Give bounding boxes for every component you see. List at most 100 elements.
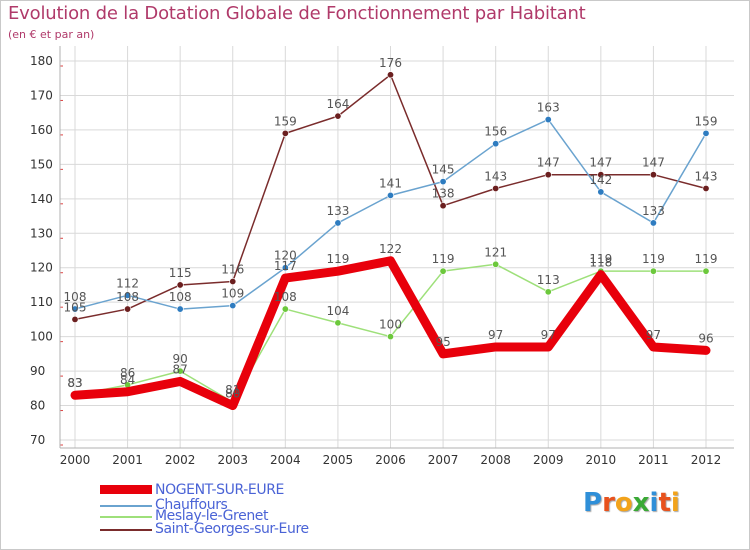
x-tick-label: 2001	[112, 453, 143, 467]
x-tick-label: 2007	[428, 453, 459, 467]
series-meslay-point	[334, 319, 342, 327]
legend-label-nogent: NOGENT-SUR-EURE	[155, 482, 284, 498]
legend-label-saint-georges: Saint-Georges-sur-Eure	[155, 521, 309, 537]
series-nogent-data-label: 84	[120, 373, 135, 387]
x-tick-label: 2006	[375, 453, 406, 467]
y-tick-label: 70	[30, 433, 45, 447]
logo-letter: t	[658, 488, 671, 518]
series-meslay-data-label: 104	[326, 304, 349, 318]
y-tick-label: 140	[30, 192, 53, 206]
series-meslay-point	[386, 333, 394, 341]
legend-label-meslay: Meslay-le-Grenet	[155, 508, 269, 524]
x-tick-label: 2000	[60, 453, 91, 467]
series-saint-georges-data-label: 116	[221, 263, 244, 277]
series-saint-georges-point	[71, 315, 79, 323]
x-tick-label: 2012	[691, 453, 722, 467]
proxiti-logo: Proxiti	[583, 488, 680, 518]
series-meslay-data-label: 83	[67, 376, 82, 390]
series-saint-georges-point	[229, 278, 237, 286]
x-tick-label: 2003	[217, 453, 248, 467]
y-tick-label: 110	[30, 295, 53, 309]
series-saint-georges-point	[281, 129, 289, 137]
series-chauffours-point	[492, 140, 500, 148]
series-meslay-point	[176, 367, 184, 375]
series-saint-georges-point	[334, 112, 342, 120]
y-tick-label: 160	[30, 123, 53, 137]
series-meslay-data-label: 113	[537, 273, 560, 287]
logo-letter: r	[602, 488, 615, 518]
series-nogent-point	[281, 274, 290, 283]
y-tick-label: 100	[30, 330, 53, 344]
series-meslay-data-label: 81	[225, 383, 240, 397]
x-tick-label: 2002	[165, 453, 196, 467]
series-chauffours-data-label: 159	[695, 114, 718, 128]
series-nogent-point	[228, 401, 237, 410]
legend-swatch-meslay	[100, 516, 152, 518]
series-chauffours-data-label: 156	[484, 125, 507, 139]
series-chauffours-data-label: 108	[169, 290, 192, 304]
x-tick-label: 2009	[533, 453, 564, 467]
chart-subtitle: (en € et par an)	[8, 28, 95, 41]
series-meslay-data-label: 119	[695, 252, 718, 266]
axis-layer: 70 80 90 100 110 120 130 140 150 160 170 180 2000 200…	[30, 46, 734, 467]
series-layer	[70, 71, 711, 411]
series-nogent-point	[176, 377, 185, 386]
series-meslay-data-label: 119	[589, 252, 612, 266]
series-meslay-point	[492, 260, 500, 268]
series-chauffours-data-label: 108	[64, 290, 87, 304]
series-saint-georges-data-label: 143	[484, 169, 507, 183]
series-meslay-point	[544, 288, 552, 296]
series-saint-georges-data-label: 164	[326, 97, 349, 111]
y-tick-label: 80	[30, 399, 45, 413]
x-tick-label: 2011	[638, 453, 669, 467]
series-nogent-point	[71, 391, 79, 400]
series-chauffours-point	[229, 302, 237, 310]
series-meslay-data-label: 119	[642, 252, 665, 266]
series-chauffours-point	[334, 219, 342, 227]
series-nogent-point	[123, 387, 132, 396]
series-nogent-data-label: 83	[67, 376, 82, 390]
series-saint-georges-data-label: 143	[695, 169, 718, 183]
y-tick-label: 170	[30, 88, 53, 102]
legend-swatch-nogent	[100, 485, 152, 494]
series-saint-georges-data-label: 115	[169, 266, 192, 280]
series-meslay-data-label: 119	[432, 252, 455, 266]
series-nogent-point	[649, 342, 658, 351]
series-nogent-data-label: 96	[698, 331, 713, 345]
series-saint-georges-data-label: 147	[589, 156, 612, 170]
series-saint-georges-data-label: 147	[537, 156, 560, 170]
y-tick-label: 180	[30, 54, 53, 68]
series-meslay-data-label: 90	[173, 352, 188, 366]
legend-swatch-saint-georges	[100, 529, 152, 531]
series-saint-georges-data-label: 105	[64, 300, 87, 314]
series-chauffours-data-label: 109	[221, 287, 244, 301]
series-meslay-point	[702, 267, 710, 275]
series-chauffours-data-label: 142	[589, 173, 612, 187]
x-tick-label: 2010	[586, 453, 617, 467]
series-saint-georges-point	[492, 184, 500, 192]
series-meslay-point	[649, 267, 657, 275]
series-nogent-data-label: 122	[379, 242, 402, 256]
series-chauffours-data-label: 133	[642, 204, 665, 218]
legend-swatch-chauffours	[100, 505, 152, 507]
logo-letter: P	[583, 488, 603, 518]
series-saint-georges-point	[649, 171, 657, 179]
series-saint-georges-data-label: 147	[642, 156, 665, 170]
series-saint-georges-point	[439, 202, 447, 210]
series-chauffours-point	[544, 116, 552, 124]
series-meslay-data-label: 86	[120, 366, 135, 380]
series-saint-georges-data-label: 108	[116, 290, 139, 304]
series-meslay-data-label: 108	[274, 290, 297, 304]
series-chauffours-point	[439, 178, 447, 186]
series-nogent-point	[386, 256, 395, 265]
series-nogent-point	[491, 342, 500, 351]
series-nogent-point	[544, 342, 553, 351]
series-meslay-data-label: 121	[484, 245, 507, 259]
series-chauffours-data-label: 145	[432, 163, 455, 177]
series-nogent-data-label: 118	[589, 256, 612, 270]
series-nogent-data-label: 97	[646, 328, 661, 342]
series-chauffours-point	[649, 219, 657, 227]
series-nogent-data-label: 97	[488, 328, 503, 342]
logo-letter: o	[614, 488, 633, 518]
